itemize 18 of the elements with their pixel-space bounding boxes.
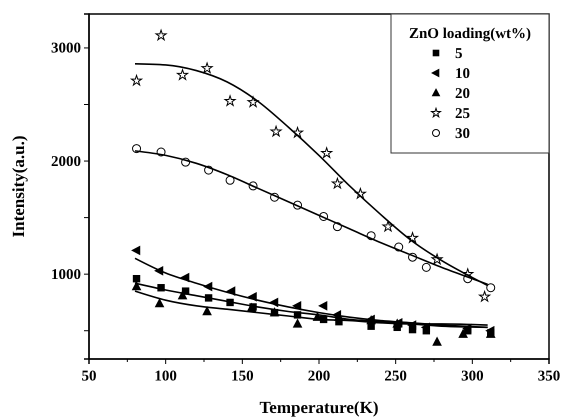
y-tick-label: 1000 [51,266,81,283]
x-tick-label: 300 [461,368,484,384]
y-tick-label: 3000 [51,40,81,57]
x-tick-label: 150 [231,368,254,384]
x-tick-label: 250 [384,368,407,384]
legend-label: 30 [455,126,470,142]
legend-label: 20 [455,86,470,102]
legend-label: 5 [455,46,462,62]
x-tick-label: 200 [308,368,330,384]
y-axis-title: Intensity(a.u.) [9,135,28,238]
legend-label: 10 [455,66,470,82]
x-tick-label: 50 [82,368,96,384]
legend-title: ZnO loading(wt%) [408,26,532,42]
x-tick-label: 350 [538,368,560,384]
x-tick-label: 100 [154,368,177,384]
y-tick-label: 2000 [51,154,81,170]
x-axis-title: Temperature(K) [260,398,378,417]
legend-label: 25 [455,106,470,122]
